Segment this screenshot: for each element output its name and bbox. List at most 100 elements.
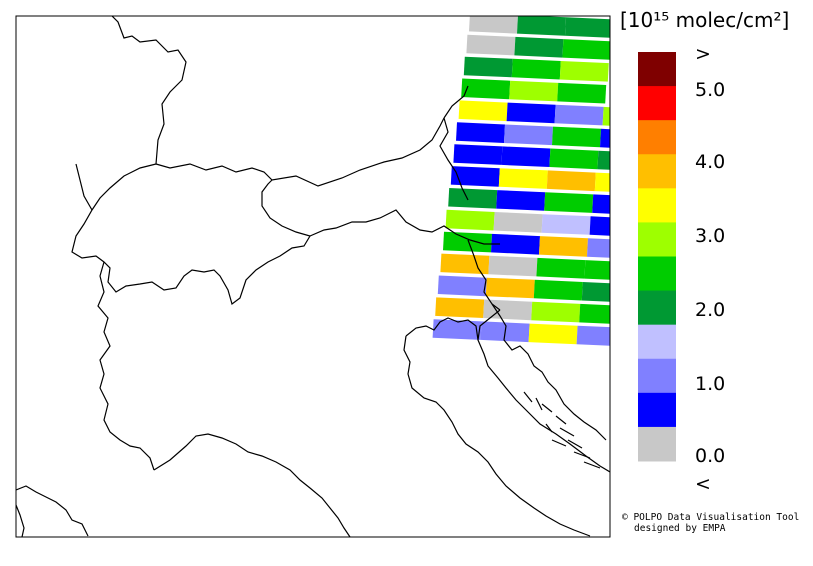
swath-pixel — [488, 255, 538, 277]
credits-line1: © POLPO Data Visualisation Tool — [622, 512, 800, 523]
legend-labels: >5.0 4.0 3.0 2.0 1.0 0.0 < — [695, 43, 725, 495]
border-austria-italy — [309, 209, 500, 245]
swath-pixel — [456, 122, 505, 143]
swath-pixel — [498, 168, 548, 189]
legend-unit: [10¹⁵ molec/cm²] — [620, 8, 790, 32]
credits-line2: designed by EMPA — [634, 523, 726, 534]
swath-pixel — [579, 303, 610, 324]
satellite-swath — [432, 16, 610, 346]
swath-pixel — [589, 216, 610, 236]
swath-pixel — [597, 150, 610, 170]
credits: © POLPO Data Visualisation Tool designed… — [622, 512, 799, 534]
swath-pixel — [458, 100, 508, 122]
swath-pixel — [443, 231, 492, 253]
swath-pixel — [469, 16, 518, 34]
legend-swatch — [638, 154, 676, 189]
swath-pixel — [600, 128, 610, 148]
border-germany-austria — [155, 117, 445, 187]
swath-pixel — [491, 233, 540, 255]
swath-pixel — [592, 194, 610, 214]
border-switzerland — [71, 163, 311, 306]
legend-label: < — [695, 473, 711, 495]
legend-swatch — [638, 86, 676, 121]
legend-label: 0.0 — [695, 445, 725, 467]
coast-istria — [491, 303, 607, 441]
swath-pixel — [504, 124, 553, 146]
swath-pixel — [517, 16, 566, 36]
swath-pixel — [528, 323, 578, 345]
swath-pixel — [445, 209, 495, 231]
swath-pixel — [539, 236, 588, 257]
swath-pixel — [514, 36, 564, 58]
legend-label: > — [695, 43, 711, 65]
swath-pixel — [453, 144, 503, 165]
legend-swatch — [638, 290, 676, 326]
legend-swatch — [638, 324, 676, 360]
legend-label: 3.0 — [695, 225, 725, 247]
islands — [523, 391, 601, 469]
legend-label: 2.0 — [695, 299, 725, 321]
country-borders — [16, 16, 610, 537]
legend-label: 4.0 — [695, 151, 725, 173]
swath-pixel — [546, 170, 596, 192]
legend-label: 1.0 — [695, 373, 725, 395]
coast-po-delta — [403, 335, 591, 537]
swath-pixel — [554, 104, 604, 126]
corsica-tip — [16, 504, 25, 537]
legend-swatch — [638, 188, 676, 223]
swath-pixel — [501, 146, 551, 167]
legend-swatch — [638, 52, 676, 87]
coast-venice — [405, 317, 479, 341]
swath-pixel — [485, 277, 535, 299]
swath-pixel — [559, 61, 609, 82]
border-france-germany — [111, 16, 187, 165]
legend-swatch — [638, 120, 676, 155]
swath-pixel — [440, 253, 490, 275]
swath-pixel — [463, 56, 513, 78]
swath-pixel — [602, 106, 610, 126]
swath-pixel — [496, 190, 546, 211]
legend-label: 5.0 — [695, 79, 725, 101]
legend-swatch — [638, 392, 676, 428]
swath-pixel — [584, 260, 610, 280]
swath-pixel — [437, 275, 487, 297]
swath-pixel — [450, 166, 500, 187]
legend-swatch — [638, 358, 676, 394]
swath-pixel — [594, 172, 610, 192]
swath-pixel — [552, 126, 601, 148]
coast-liguria — [16, 485, 89, 537]
swath-pixel — [581, 282, 610, 302]
swath-pixel — [576, 325, 610, 346]
swath-pixel — [432, 319, 482, 340]
legend-swatch — [638, 256, 676, 292]
legend-swatch — [638, 426, 676, 462]
swath-pixel — [493, 212, 543, 233]
legend-colorbar — [638, 52, 676, 462]
swath-pixel — [533, 279, 583, 301]
swath-pixel — [435, 297, 485, 318]
border-france-west — [75, 163, 93, 211]
border-germany-czech — [443, 85, 469, 119]
swath-pixel — [565, 17, 610, 38]
swath-pixel — [557, 82, 607, 104]
swath-pixel — [506, 102, 556, 124]
swath-pixel — [531, 301, 581, 323]
swath-pixel — [466, 34, 516, 56]
swath-pixel — [541, 214, 591, 235]
border-france-italy — [97, 261, 155, 471]
map-frame — [15, 15, 611, 538]
swath-pixel — [483, 299, 533, 321]
coast-tyrrhenian — [153, 433, 351, 537]
swath-pixel — [549, 148, 599, 170]
swath-pixel — [511, 58, 561, 80]
swath-pixel — [448, 188, 498, 209]
swath-pixel — [544, 192, 594, 213]
swath-pixel — [587, 238, 610, 258]
legend-swatch — [638, 222, 676, 257]
swath-pixel — [536, 257, 586, 279]
coast-adriatic — [477, 309, 610, 473]
swath-pixel — [461, 78, 511, 100]
swath-pixel — [509, 80, 559, 102]
swath-pixel — [562, 39, 610, 60]
